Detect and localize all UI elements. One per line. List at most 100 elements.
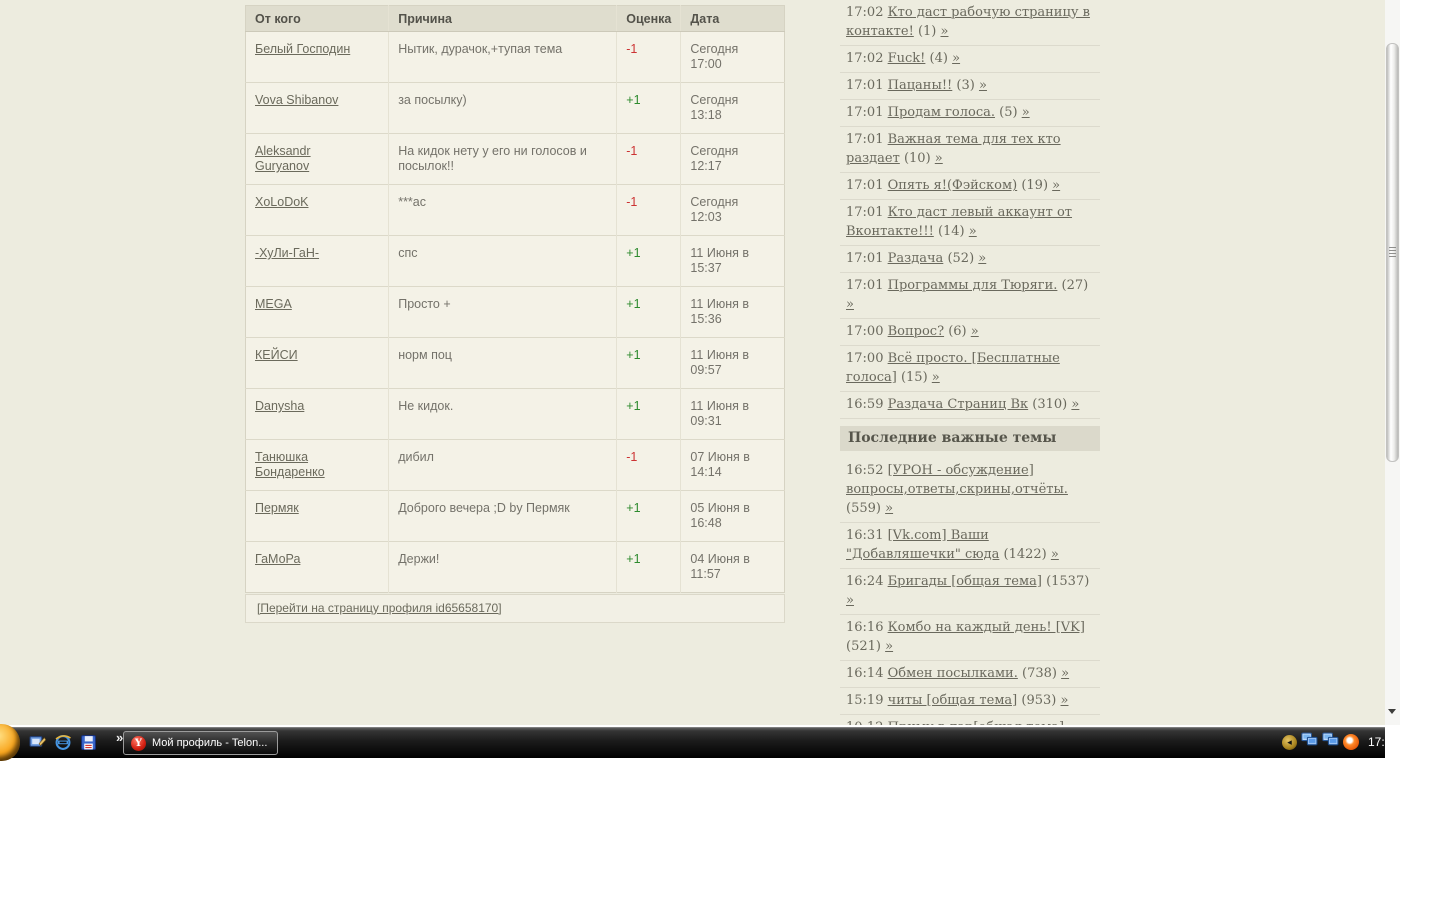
score-cell: +1	[616, 388, 681, 440]
topic-more-link[interactable]: »	[1021, 105, 1030, 120]
topic-more-link[interactable]: »	[931, 370, 940, 385]
topic-more-link[interactable]: »	[1052, 178, 1061, 193]
table-row: КЕЙСИ норм поц +1 11 Июня в 09:57	[245, 337, 785, 389]
topic-time: 17:01	[846, 105, 884, 120]
important-topics-list: 16:52 [УРОН - обсуждение] вопросы,ответы…	[840, 458, 1100, 725]
topic-link[interactable]: Всё просто. [Бесплатные голоса]	[846, 351, 1060, 385]
topic-link[interactable]: читы [общая тема]	[887, 693, 1018, 708]
network-icon[interactable]	[1322, 731, 1339, 753]
profile-link-box: [Перейти на страницу профиля id65658170]	[245, 594, 785, 623]
user-link[interactable]: -ХуЛи-ГаН-	[255, 246, 320, 260]
topic-more-link[interactable]: »	[846, 297, 854, 312]
user-link[interactable]: Danysha	[255, 399, 305, 413]
user-link[interactable]: Танюшка Бондаренко	[255, 450, 325, 479]
score-cell: -1	[616, 133, 681, 185]
table-row: MEGA Просто + +1 11 Июня в 15:36	[245, 286, 785, 338]
table-row: XoLoDoK ***ас -1 Сегодня 12:03	[245, 184, 785, 236]
user-link[interactable]: XoLoDoK	[255, 195, 309, 209]
reason-cell: Не кидок.	[388, 388, 617, 440]
date-cell: 11 Июня в 09:31	[690, 399, 749, 428]
topic-link[interactable]: Пацаны!!	[887, 78, 953, 93]
user-link[interactable]: Белый Господин	[255, 42, 351, 56]
topic-link[interactable]: Продам голоса.	[887, 105, 995, 120]
topic-count: (1422)	[1003, 547, 1047, 562]
score-cell: +1	[616, 490, 681, 542]
topic-link[interactable]: Раздача Страниц Вк	[887, 397, 1029, 412]
list-item: 17:01 Важная тема для тех кто раздает (1…	[840, 127, 1100, 173]
user-link[interactable]: ГаМоРа	[255, 552, 301, 566]
topic-time: 17:01	[846, 178, 884, 193]
topic-more-link[interactable]: »	[1071, 397, 1080, 412]
topic-count: (6)	[948, 324, 967, 339]
topic-link[interactable]: Обмен посылками.	[887, 666, 1018, 681]
topic-more-link[interactable]: »	[846, 593, 854, 608]
topic-link[interactable]: Бригады [общая тема]	[887, 574, 1042, 589]
user-link[interactable]: MEGA	[255, 297, 292, 311]
internet-explorer-icon[interactable]	[54, 733, 72, 751]
topic-link[interactable]: Приму в дар[общая тема]	[888, 720, 1064, 725]
site-favicon-icon: Y	[131, 735, 146, 751]
topic-more-link[interactable]: »	[934, 151, 943, 166]
user-link[interactable]: Vova Shibanov	[255, 93, 339, 107]
topic-time: 17:00	[846, 351, 884, 366]
topic-link[interactable]: Раздача	[887, 251, 944, 266]
quick-launch-overflow-chevron-icon[interactable]: »	[116, 730, 124, 745]
reason-cell: Доброго вечера ;D by Пермяк	[388, 490, 617, 542]
topic-more-link[interactable]: »	[978, 251, 987, 266]
browser-viewport: От кого Причина Оценка Дата Белый Господ…	[0, 0, 1400, 725]
topic-count: (1)	[917, 24, 937, 39]
topic-time: 17:02	[846, 51, 884, 66]
topic-link[interactable]: Fuck!	[887, 51, 926, 66]
topic-link[interactable]: Важная тема для тех кто раздает	[846, 132, 1061, 166]
topic-count: (1537)	[1046, 574, 1090, 589]
user-link[interactable]: Aleksandr Guryanov	[255, 144, 311, 173]
scrollbar-thumb[interactable]	[1386, 43, 1399, 462]
topic-link[interactable]: Программы для Тюряги.	[887, 278, 1058, 293]
table-row: ГаМоРа Держи! +1 04 Июня в 11:57	[245, 541, 785, 593]
topic-link[interactable]: Кто даст левый аккаунт от Вконтакте!!!	[846, 205, 1073, 239]
topic-link[interactable]: Вопрос?	[887, 324, 945, 339]
network-icon[interactable]	[1301, 731, 1318, 753]
topic-more-link[interactable]: »	[885, 501, 894, 516]
topic-more-link[interactable]: »	[970, 324, 979, 339]
topic-link[interactable]: Кто даст рабочую страницу в контакте!	[846, 5, 1090, 39]
topic-time: 17:01	[846, 132, 884, 147]
list-item: 17:01 Кто даст левый аккаунт от Вконтакт…	[840, 200, 1100, 246]
vertical-scrollbar[interactable]	[1385, 0, 1400, 725]
topic-more-link[interactable]: »	[940, 24, 949, 39]
topic-more-link[interactable]: »	[978, 78, 987, 93]
reason-cell: за посылку)	[388, 82, 617, 134]
start-button[interactable]	[0, 724, 20, 761]
reason-cell: На кидок нету у его ни голосов и посылок…	[388, 133, 617, 185]
save-icon[interactable]	[80, 734, 97, 751]
table-row: Danysha Не кидок. +1 11 Июня в 09:31	[245, 388, 785, 440]
topic-more-link[interactable]: »	[885, 639, 894, 654]
reason-cell: Держи!	[388, 541, 617, 593]
browser-tray-icon[interactable]	[1343, 734, 1359, 750]
reason-cell: ***ас	[388, 184, 617, 236]
show-desktop-icon[interactable]	[29, 734, 46, 751]
topic-time: 16:59	[846, 397, 884, 412]
topic-link[interactable]: Комбо на каждый день! [VK]	[887, 620, 1085, 635]
list-item: 16:52 [УРОН - обсуждение] вопросы,ответы…	[840, 458, 1100, 523]
scrollbar-down-arrow[interactable]	[1388, 709, 1396, 718]
topic-link[interactable]: [Vk.com] Ваши "Добавляшечки" сюда	[846, 528, 1000, 562]
user-link[interactable]: Пермяк	[255, 501, 299, 515]
user-link[interactable]: КЕЙСИ	[255, 348, 298, 362]
topic-time: 17:01	[846, 78, 884, 93]
date-cell: 05 Июня в 16:48	[690, 501, 750, 530]
table-header-row: От кого Причина Оценка Дата	[245, 5, 785, 32]
topic-count: (3)	[956, 78, 975, 93]
topic-link[interactable]: [УРОН - обсуждение] вопросы,ответы,скрин…	[846, 463, 1068, 497]
topic-link[interactable]: Опять я!(Фэйском)	[887, 178, 1018, 193]
topic-more-link[interactable]: »	[1061, 666, 1070, 681]
tray-collapse-arrow-icon[interactable]: ◂	[1282, 734, 1297, 750]
profile-page-link[interactable]: [Перейти на страницу профиля id65658170]	[257, 601, 502, 615]
topic-more-link[interactable]: »	[952, 51, 961, 66]
list-item: 17:01 Программы для Тюряги. (27) »	[840, 273, 1100, 319]
topic-time: 16:52	[846, 463, 884, 478]
taskbar-window-button[interactable]: Y Мой профиль - Telon...	[123, 731, 278, 755]
topic-more-link[interactable]: »	[1050, 547, 1059, 562]
topic-more-link[interactable]: »	[1060, 693, 1069, 708]
topic-more-link[interactable]: »	[968, 224, 977, 239]
